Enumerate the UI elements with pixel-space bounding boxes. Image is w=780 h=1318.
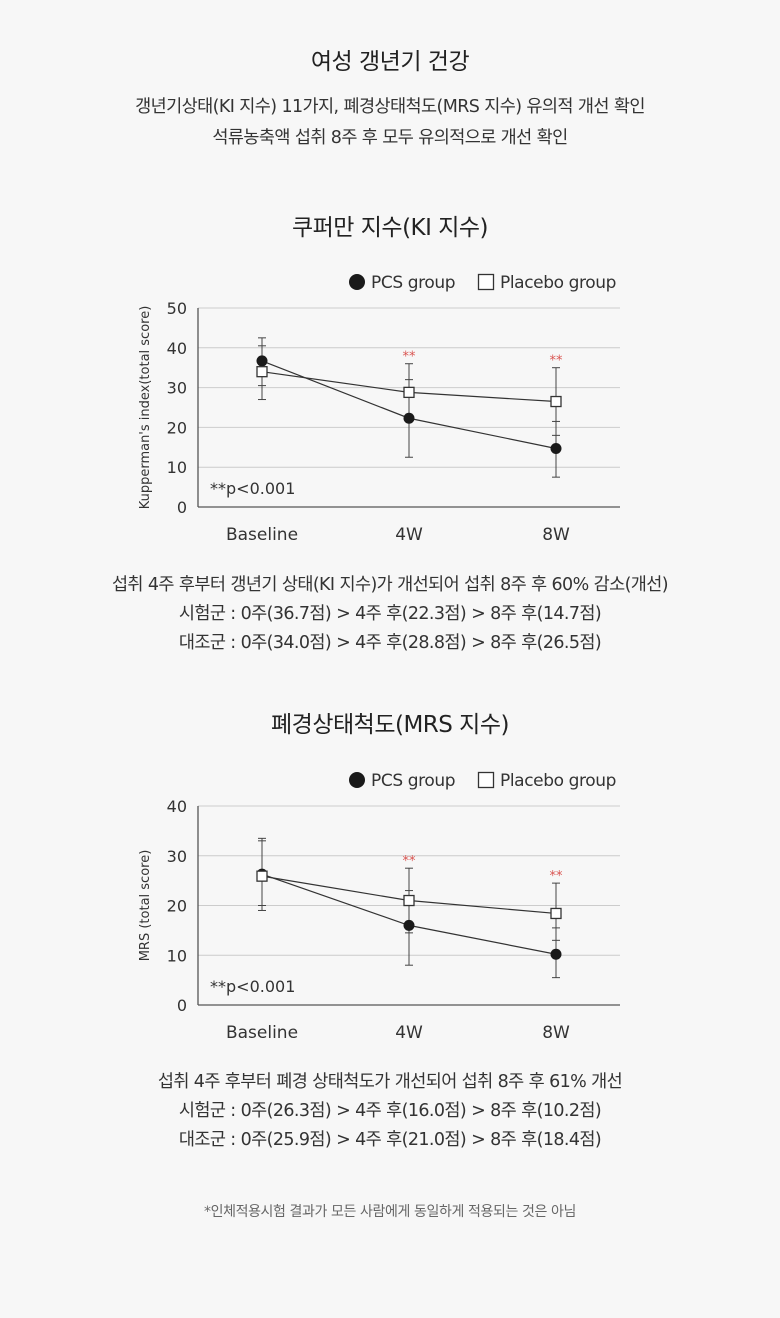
pcs-data-point: [403, 919, 415, 931]
significance-marker: **: [550, 354, 564, 369]
legend-pcs-marker: [349, 772, 365, 788]
ki-chart: PCS group Placebo group 0 10 20 30 40 50 Kupperm…: [138, 273, 620, 545]
legend-placebo-marker: [477, 273, 495, 291]
placebo-data-point: [550, 395, 562, 408]
pcs-data-point: [550, 442, 562, 454]
page-title: 여성 갱년기 건강: [310, 49, 470, 75]
x-tick-label: 4W: [395, 525, 423, 545]
y-tick-label: 0: [177, 996, 187, 1015]
y-axis-label: Kupperman's index(total score): [138, 306, 153, 510]
legend: PCS group Placebo group: [349, 273, 616, 293]
y-tick-label: 20: [167, 418, 187, 437]
placebo-data-point: [403, 386, 415, 399]
placebo-data-point: [403, 894, 415, 907]
chart-1-desc-line-1: 섭취 4주 후부터 갱년기 상태(KI 지수)가 개선되어 섭취 8주 후 60…: [111, 575, 669, 595]
legend: PCS group Placebo group: [349, 771, 616, 791]
chart-1-desc-line-3: 대조군 : 0주(34.0점) > 4주 후(28.8점) > 8주 후(26.…: [178, 633, 602, 653]
x-tick-label: Baseline: [226, 1023, 298, 1043]
significance-marker: **: [403, 854, 417, 869]
y-tick-label: 40: [167, 339, 187, 358]
legend-pcs-label: PCS group: [371, 273, 455, 293]
y-tick-label: 50: [167, 299, 187, 318]
legend-placebo-marker: [477, 771, 495, 789]
placebo-data-point: [256, 366, 268, 378]
legend-placebo-label: Placebo group: [500, 273, 616, 293]
summary-line-1: 갱년기상태(KI 지수) 11가지, 폐경상태척도(MRS 지수) 유의적 개선…: [135, 97, 645, 117]
x-tick-label: Baseline: [226, 525, 298, 545]
chart-1-title: 쿠퍼만 지수(KI 지수): [291, 215, 489, 241]
y-tick-label: 10: [167, 458, 187, 477]
x-tick-label: 8W: [542, 1023, 570, 1043]
p-value-annotation: **p<0.001: [210, 977, 295, 996]
y-tick-label: 40: [167, 797, 187, 816]
pcs-data-point: [550, 948, 562, 960]
legend-pcs-label: PCS group: [371, 771, 455, 791]
significance-marker: **: [403, 350, 417, 365]
placebo-data-point: [550, 907, 562, 920]
legend-pcs-marker: [349, 274, 365, 290]
y-tick-label: 30: [167, 847, 187, 866]
y-axis-label: MRS (total score): [138, 850, 153, 962]
p-value-annotation: **p<0.001: [210, 479, 295, 498]
summary-line-2: 석류농축액 섭취 8주 후 모두 유의적으로 개선 확인: [212, 128, 568, 148]
y-tick-label: 30: [167, 379, 187, 398]
x-tick-label: 4W: [395, 1023, 423, 1043]
x-tick-label: 8W: [542, 525, 570, 545]
legend-placebo-label: Placebo group: [500, 771, 616, 791]
mrs-chart: PCS group Placebo group 0 10 20 30 40 MRS (tota…: [138, 771, 620, 1043]
pcs-data-point: [256, 355, 268, 367]
chart-2-desc-line-2: 시험군 : 0주(26.3점) > 4주 후(16.0점) > 8주 후(10.…: [178, 1101, 602, 1121]
chart-2-desc-line-1: 섭취 4주 후부터 폐경 상태척도가 개선되어 섭취 8주 후 61% 개선: [157, 1072, 623, 1092]
pcs-data-point: [403, 412, 415, 424]
y-tick-label: 0: [177, 498, 187, 517]
y-tick-label: 10: [167, 946, 187, 965]
placebo-data-point: [256, 870, 268, 882]
y-tick-label: 20: [167, 897, 187, 916]
chart-2-desc-line-3: 대조군 : 0주(25.9점) > 4주 후(21.0점) > 8주 후(18.…: [178, 1130, 602, 1150]
disclaimer: *인체적용시험 결과가 모든 사람에게 동일하게 적용되는 것은 아님: [204, 1204, 576, 1220]
significance-marker: **: [550, 869, 564, 884]
chart-1-desc-line-2: 시험군 : 0주(36.7점) > 4주 후(22.3점) > 8주 후(14.…: [178, 604, 602, 624]
chart-2-title: 폐경상태척도(MRS 지수): [271, 712, 509, 738]
